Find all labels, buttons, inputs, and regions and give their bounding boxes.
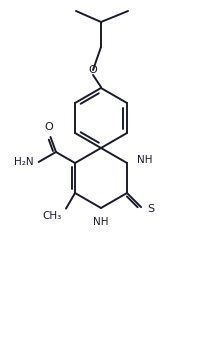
Text: O: O xyxy=(89,65,97,75)
Text: H₂N: H₂N xyxy=(14,157,34,167)
Text: NH: NH xyxy=(93,217,109,227)
Text: S: S xyxy=(147,204,154,214)
Text: CH₃: CH₃ xyxy=(43,211,62,221)
Text: O: O xyxy=(44,122,53,132)
Text: NH: NH xyxy=(137,155,153,165)
